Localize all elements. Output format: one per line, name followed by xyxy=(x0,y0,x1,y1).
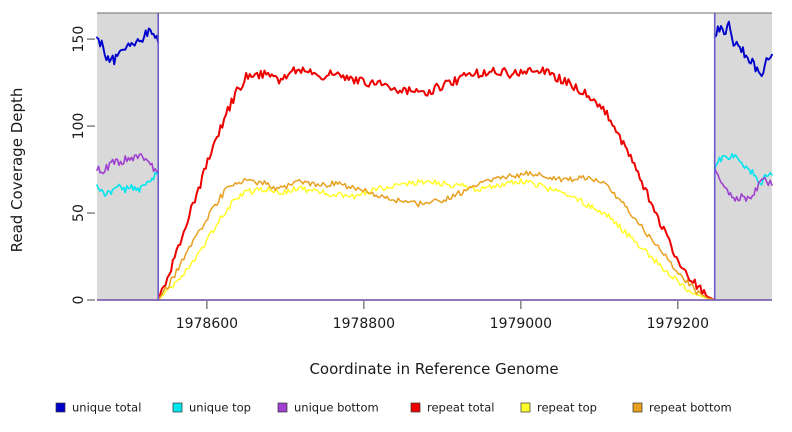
legend-label-repeat-total: repeat total xyxy=(427,401,494,415)
legend-label-unique-top: unique top xyxy=(189,401,251,415)
series-unique-total xyxy=(96,27,160,66)
legend-swatch-repeat-top xyxy=(520,402,531,413)
repeat-boundary-lines xyxy=(157,13,716,300)
x-axis: 1978600 1978800 1979000 1979200 xyxy=(97,299,772,332)
x-axis-label: Coordinate in Reference Genome xyxy=(309,360,558,378)
x-tick-label: 1978600 xyxy=(176,316,238,332)
legend-swatch-unique-total xyxy=(55,402,66,413)
x-tick-label: 1979000 xyxy=(490,316,552,332)
series-repeat-total xyxy=(157,66,716,301)
series-repeat-bottom xyxy=(157,170,716,301)
y-axis-label: Read Coverage Depth xyxy=(8,88,26,253)
legend-swatch-unique-top xyxy=(172,402,183,413)
series-unique-top xyxy=(713,152,773,186)
y-tick-label: 150 xyxy=(71,26,87,53)
x-tick-label: 1978800 xyxy=(333,316,395,332)
series-unique-bottom xyxy=(713,167,773,203)
legend-label-repeat-bottom: repeat bottom xyxy=(649,401,732,415)
legend-label-unique-bottom: unique bottom xyxy=(294,401,379,415)
y-axis: 0 50 100 150 xyxy=(71,26,95,305)
series-unique-total xyxy=(713,20,773,78)
legend: unique total unique top unique bottom repea… xyxy=(55,401,732,415)
y-tick-label: 0 xyxy=(71,296,87,305)
series-repeat-top xyxy=(157,178,716,301)
legend-label-unique-total: unique total xyxy=(72,401,141,415)
legend-swatch-repeat-total xyxy=(410,402,421,413)
legend-label-repeat-top: repeat top xyxy=(537,401,597,415)
series-lines xyxy=(96,20,773,301)
legend-swatch-repeat-bottom xyxy=(632,402,643,413)
shaded-region-left-flank xyxy=(97,13,159,300)
x-tick-label: 1979200 xyxy=(647,316,709,332)
legend-swatch-unique-bottom xyxy=(277,402,288,413)
y-tick-label: 50 xyxy=(71,204,87,222)
y-tick-label: 100 xyxy=(71,113,87,140)
series-unique-top xyxy=(96,170,160,198)
series-unique-bottom xyxy=(96,153,160,175)
